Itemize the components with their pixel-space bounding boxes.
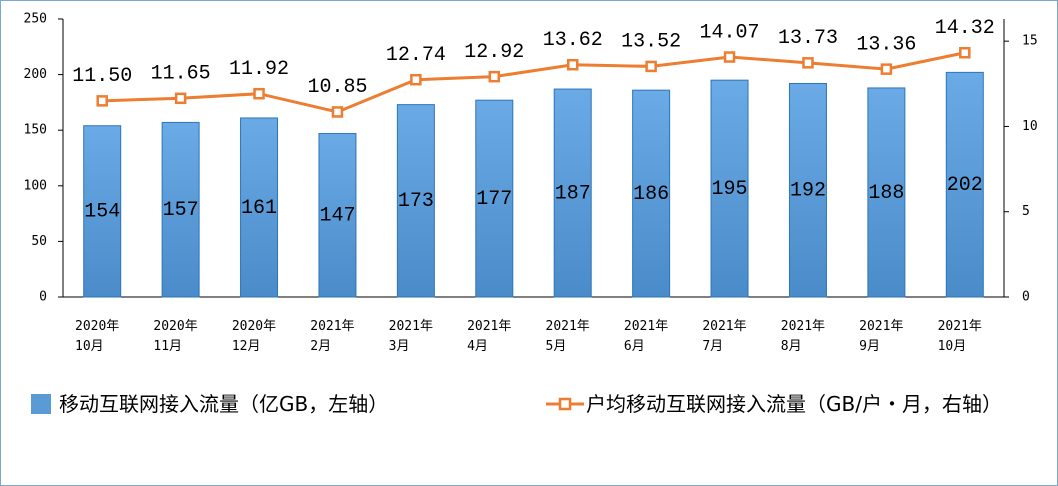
x-tick-label: 2021年 7月 [702,319,747,354]
y2-tick-label: 0 [1022,290,1030,305]
y-tick-label: 50 [31,234,47,249]
y2-tick-label: 15 [1022,34,1038,49]
x-tick-label: 2021年 9月 [859,319,904,354]
line-marker [566,58,579,71]
bar-value-label: 177 [476,188,512,211]
line-marker [96,95,108,107]
line-marker [645,60,657,73]
line-marker [723,51,736,63]
x-tick-label: 2020年 11月 [153,319,198,354]
bar-value-label: 173 [398,190,434,213]
line-marker [802,57,814,69]
line-value-label: 14.32 [935,17,995,40]
line-value-label: 10.85 [307,76,367,99]
y-tick-label: 250 [24,12,47,27]
y-tick-label: 100 [24,178,47,193]
line-value-label: 13.36 [856,33,916,56]
bar-value-label: 157 [163,199,199,222]
bar [475,99,514,298]
x-tick-label: 2021年 5月 [545,319,590,354]
bar-value-label: 186 [633,183,669,206]
line-value-label: 12.92 [464,41,524,64]
line-marker [331,106,344,118]
bar [945,71,984,298]
bar [553,88,592,298]
legend-item: 户均移动互联网接入流量（GB/户・月，右轴） [546,389,1016,419]
line-value-label: 11.65 [151,63,211,86]
bar [632,89,671,298]
bar [710,79,749,298]
y2-tick-label: 5 [1022,204,1030,219]
x-tick-label: 2021年 2月 [310,319,355,354]
bar-value-label: 192 [790,180,826,203]
legend-swatch [31,394,51,414]
line-marker [174,92,187,105]
bar-value-label: 147 [319,205,355,228]
x-tick-label: 2020年 10月 [75,319,120,354]
bar-value-label: 195 [712,178,748,201]
x-tick-label: 2020年 12月 [231,319,277,354]
line-value-label: 11.92 [229,58,289,81]
bar [396,104,435,298]
x-tick-label: 2021年 8月 [780,319,826,354]
bar [161,121,200,298]
bar [240,117,279,298]
line-marker [488,70,501,83]
line-marker [880,63,893,75]
bar-value-label: 161 [241,197,277,220]
y-tick-label: 200 [24,67,47,82]
line-value-label: 12.74 [386,44,446,67]
line-marker [410,73,422,86]
line-marker [253,87,265,100]
bar [867,87,906,298]
bar-value-label: 187 [555,182,591,205]
line-value-label: 13.52 [621,31,681,54]
bar [318,133,357,298]
x-tick-label: 2021年 3月 [388,319,433,354]
line [102,51,966,114]
y-tick-label: 150 [24,123,47,138]
line-marker [959,47,971,59]
bar [788,82,827,298]
line-value-label: 11.50 [72,65,132,88]
line-value-label: 13.73 [778,27,838,50]
bar-value-label: 202 [947,174,983,197]
bar-value-label: 188 [868,182,904,205]
legend-label: 移动互联网接入流量（亿GB，左轴） [59,392,389,416]
legend-swatch [546,397,584,411]
line-value-label: 13.62 [543,29,603,52]
bar-value-label: 154 [84,201,120,224]
legend-item: 移动互联网接入流量（亿GB，左轴） [31,389,388,419]
x-tick-label: 2021年 4月 [467,319,512,354]
x-tick-label: 2021年 6月 [623,319,669,354]
y2-tick-label: 10 [1022,119,1038,134]
legend-label: 户均移动互联网接入流量（GB/户・月，右轴） [586,392,1002,416]
line-value-label: 14.07 [700,21,760,44]
y-tick-label: 0 [39,290,47,305]
x-tick-label: 2021年 10月 [937,319,982,354]
bar [83,125,122,298]
